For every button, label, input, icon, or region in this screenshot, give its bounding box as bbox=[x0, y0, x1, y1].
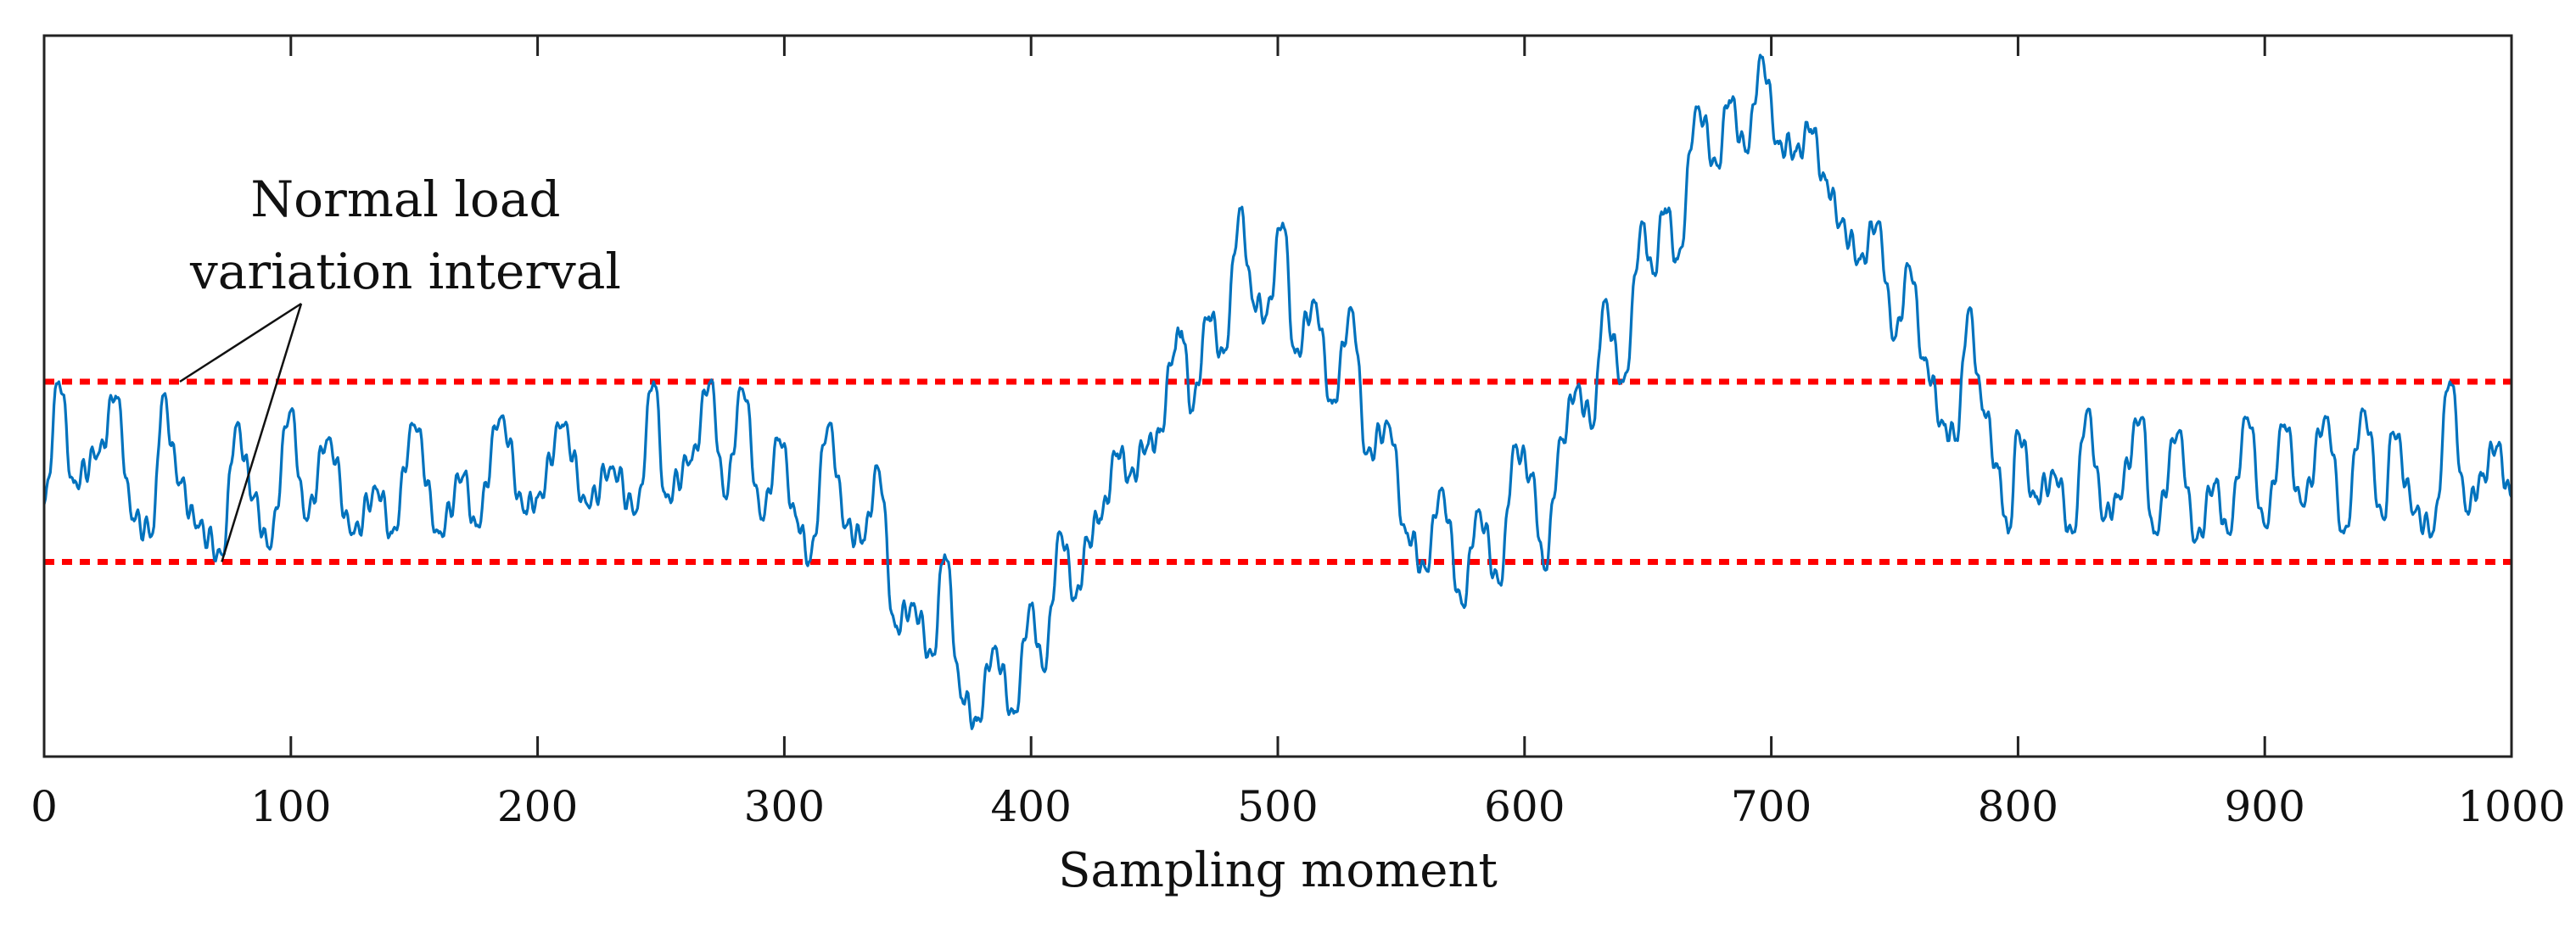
series-line-load bbox=[42, 53, 2513, 730]
reference-lines bbox=[44, 378, 2512, 565]
x-tick-label: 300 bbox=[744, 782, 825, 831]
annotation: Normal load variation interval bbox=[179, 170, 621, 562]
x-tick-label: 900 bbox=[2224, 782, 2304, 831]
plot-area bbox=[44, 36, 2512, 757]
annotation-line-2: variation interval bbox=[189, 243, 621, 300]
data-series bbox=[42, 53, 2513, 730]
x-tick-label: 200 bbox=[497, 782, 578, 831]
x-tick-label: 600 bbox=[1484, 782, 1565, 831]
annotation-leader-line bbox=[221, 303, 303, 562]
x-tick-label: 400 bbox=[990, 782, 1071, 831]
annotation-line-1: Normal load bbox=[250, 170, 560, 228]
x-axis-tick-labels: 0 100 200 300 400 500 600 700 800 900 1000 bbox=[31, 782, 2566, 831]
x-tick-label: 500 bbox=[1237, 782, 1318, 831]
x-tick-label: 100 bbox=[250, 782, 331, 831]
x-axis-title: Sampling moment bbox=[1058, 843, 1498, 898]
x-tick-label: 800 bbox=[1978, 782, 2058, 831]
x-tick-label: 700 bbox=[1731, 782, 1812, 831]
annotation-leader-line bbox=[179, 302, 302, 383]
x-axis-ticks bbox=[289, 36, 2266, 757]
x-tick-label: 1000 bbox=[2457, 782, 2565, 831]
x-tick-label: 0 bbox=[31, 782, 58, 831]
plot-frame bbox=[42, 34, 2513, 758]
